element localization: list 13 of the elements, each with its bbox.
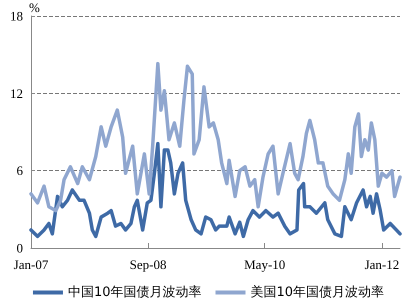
legend-label: 美国10年国债月波动率 <box>250 284 384 300</box>
x-tick-label: Sep-08 <box>130 257 166 272</box>
line-series <box>29 142 402 238</box>
y-tick-label: 0 <box>16 240 23 256</box>
y-axis-title: % <box>29 0 40 15</box>
y-tick-label: 18 <box>10 8 23 24</box>
x-tick-label: Jan-07 <box>14 257 49 272</box>
line-series <box>29 62 402 212</box>
legend-label: 中国10年国债月波动率 <box>68 284 202 300</box>
y-tick-label: 6 <box>16 163 24 178</box>
y-tick-label: 12 <box>10 86 23 101</box>
x-tick-label: Jan-12 <box>364 257 400 272</box>
x-tick-label: May-10 <box>244 257 286 272</box>
